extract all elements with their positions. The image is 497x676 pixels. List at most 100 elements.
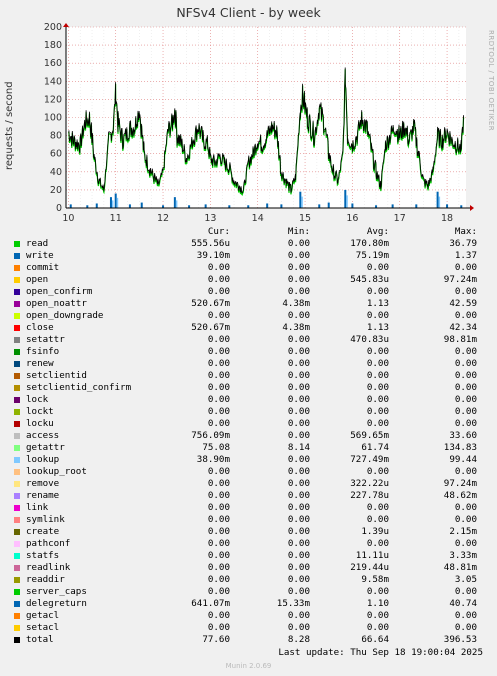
legend-row-close: close 520.67m 4.38m 1.13 42.34 xyxy=(0,322,497,334)
legend-cur: 0.00 xyxy=(207,418,230,429)
legend-min: 0.00 xyxy=(287,622,310,633)
legend-swatch xyxy=(14,397,20,403)
legend-max: 0.00 xyxy=(454,394,477,405)
legend-swatch xyxy=(14,565,20,571)
spike-bar xyxy=(351,203,354,208)
legend-swatch xyxy=(14,325,20,331)
legend-max: 0.00 xyxy=(454,382,477,393)
y-tick-label: 200 xyxy=(44,22,62,33)
legend-swatch xyxy=(14,625,20,631)
legend-swatch xyxy=(14,277,20,283)
legend-name: locku xyxy=(26,418,54,429)
spike-bar xyxy=(446,204,449,208)
legend-cur: 0.00 xyxy=(207,274,230,285)
legend-row-read: read 555.56u 0.00 170.80m 36.79 xyxy=(0,238,497,250)
x-tick-label: 18 xyxy=(441,213,453,224)
legend-name: create xyxy=(26,526,60,537)
legend-max: 0.00 xyxy=(454,262,477,273)
legend-row-rename: rename 0.00 0.00 227.78u 48.62m xyxy=(0,490,497,502)
legend-cur: 756.09m xyxy=(191,430,230,441)
legend-name: total xyxy=(26,634,54,645)
spike-bar xyxy=(228,205,231,208)
legend-name: open_confirm xyxy=(26,286,93,297)
legend-cur: 0.00 xyxy=(207,502,230,513)
legend-swatch xyxy=(14,421,20,427)
munin-version: Munin 2.0.69 xyxy=(225,662,272,670)
legend-min: 0.00 xyxy=(287,538,310,549)
legend-name: delegreturn xyxy=(26,598,87,609)
legend-cur: 0.00 xyxy=(207,610,230,621)
y-tick-label: 60 xyxy=(50,149,62,160)
legend-name: readlink xyxy=(26,562,71,573)
legend-swatch xyxy=(14,361,20,367)
legend-max: 0.00 xyxy=(454,406,477,417)
legend-cur: 0.00 xyxy=(207,358,230,369)
legend-name: setclientid_confirm xyxy=(26,382,132,393)
legend-swatch xyxy=(14,373,20,379)
legend-row-setclientid-confirm: setclientid_confirm 0.00 0.00 0.00 0.00 xyxy=(0,382,497,394)
legend-row-write: write 39.10m 0.00 75.19m 1.37 xyxy=(0,250,497,262)
legend-col-max: Max: xyxy=(454,226,477,237)
legend-max: 0.00 xyxy=(454,466,477,477)
legend-name: setclientid xyxy=(26,370,87,381)
legend-max: 0.00 xyxy=(454,610,477,621)
legend-cur: 0.00 xyxy=(207,262,230,273)
legend-cur: 0.00 xyxy=(207,370,230,381)
legend-row-lock: lock 0.00 0.00 0.00 0.00 xyxy=(0,394,497,406)
legend-row-server-caps: server_caps 0.00 0.00 0.00 0.00 xyxy=(0,586,497,598)
legend-swatch xyxy=(14,385,20,391)
legend-row-open-confirm: open_confirm 0.00 0.00 0.00 0.00 xyxy=(0,286,497,298)
legend-min: 0.00 xyxy=(287,418,310,429)
legend-name: symlink xyxy=(26,514,65,525)
legend-avg: 0.00 xyxy=(366,286,389,297)
legend-avg: 219.44u xyxy=(350,562,389,573)
legend-row-remove: remove 0.00 0.00 322.22u 97.24m xyxy=(0,478,497,490)
legend-min: 0.00 xyxy=(287,262,310,273)
legend-name: open_noattr xyxy=(26,298,87,309)
x-tick-label: 16 xyxy=(346,213,358,224)
legend-row-renew: renew 0.00 0.00 0.00 0.00 xyxy=(0,358,497,370)
legend-min: 0.00 xyxy=(287,454,310,465)
legend-avg: 569.65m xyxy=(350,430,389,441)
legend-row-statfs: statfs 0.00 0.00 11.11u 3.33m xyxy=(0,550,497,562)
legend-cur: 0.00 xyxy=(207,514,230,525)
legend-min: 0.00 xyxy=(287,490,310,501)
legend-row-lookup-root: lookup_root 0.00 0.00 0.00 0.00 xyxy=(0,466,497,478)
spike-bar xyxy=(344,189,347,208)
spike-series xyxy=(69,189,463,208)
x-tick-label: 14 xyxy=(252,213,264,224)
legend-cur: 0.00 xyxy=(207,586,230,597)
legend-row-total: total 77.60 8.28 66.64 396.53 xyxy=(0,634,497,646)
legend-swatch xyxy=(14,289,20,295)
legend-cur: 641.07m xyxy=(191,598,230,609)
grid-lines xyxy=(66,26,466,208)
legend-max: 48.62m xyxy=(443,490,477,501)
y-tick-label: 160 xyxy=(44,58,62,69)
legend-name: server_caps xyxy=(26,586,87,597)
legend-max: 0.00 xyxy=(454,370,477,381)
legend-max: 2.15m xyxy=(449,526,477,537)
y-tick-labels: 0 20 40 60 80 100 120 140 160 180 200 xyxy=(44,22,62,214)
legend-row-setattr: setattr 0.00 0.00 470.83u 98.81m xyxy=(0,334,497,346)
legend-min: 4.38m xyxy=(282,322,310,333)
legend-avg: 0.00 xyxy=(366,538,389,549)
legend-row-lockt: lockt 0.00 0.00 0.00 0.00 xyxy=(0,406,497,418)
legend-col-avg: Avg: xyxy=(366,226,389,237)
last-update: Last update: Thu Sep 18 19:00:04 2025 xyxy=(278,647,483,658)
y-tick-label: 20 xyxy=(50,185,62,196)
y-tick-label: 120 xyxy=(44,94,62,105)
legend-max: 42.34 xyxy=(449,322,477,333)
legend-name: rename xyxy=(26,490,60,501)
legend-row-fsinfo: fsinfo 0.00 0.00 0.00 0.00 xyxy=(0,346,497,358)
legend-avg: 0.00 xyxy=(366,394,389,405)
legend-col-min: Min: xyxy=(287,226,310,237)
legend-min: 4.38m xyxy=(282,298,310,309)
spike-bar xyxy=(204,204,207,208)
legend-col-cur: Cur: xyxy=(207,226,230,237)
legend-row-commit: commit 0.00 0.00 0.00 0.00 xyxy=(0,262,497,274)
legend-min: 0.00 xyxy=(287,358,310,369)
legend-cur: 520.67m xyxy=(191,322,230,333)
legend-name: lockt xyxy=(26,406,54,417)
legend-cur: 520.67m xyxy=(191,298,230,309)
legend-cur: 0.00 xyxy=(207,490,230,501)
